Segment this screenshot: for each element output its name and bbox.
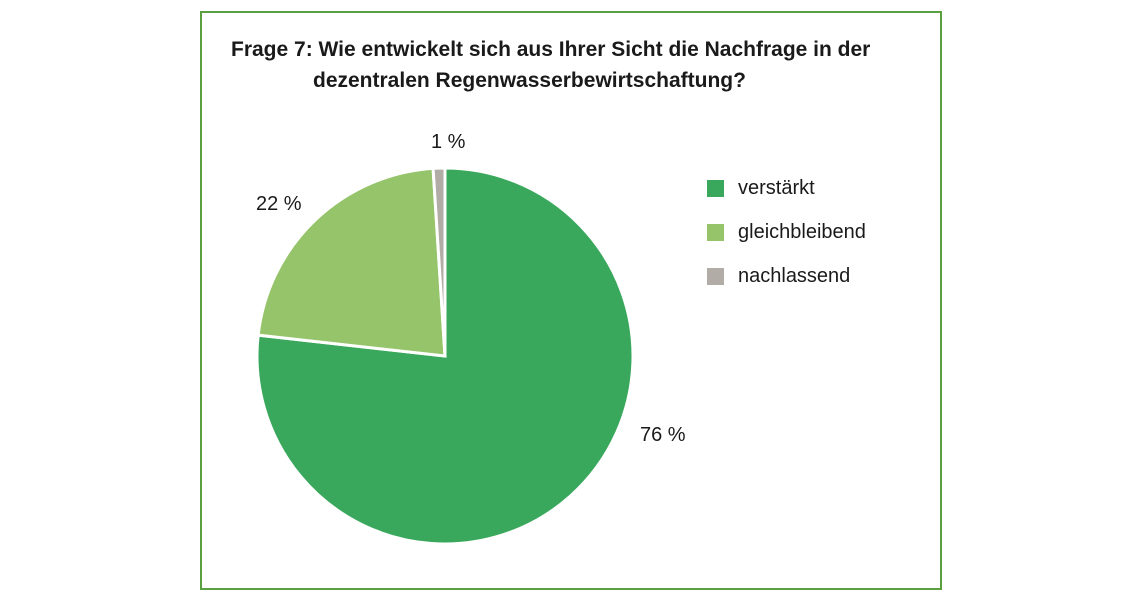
slice-label-gleichbleibend: 22 % (256, 193, 302, 215)
chart-title-line-2: dezentralen Regenwasserbewirtschaftung? (313, 69, 746, 92)
pie-slice-nachlassend (431, 166, 447, 357)
legend-label-gleichbleibend: gleichbleibend (738, 220, 866, 243)
slice-label-nachlassend: 1 % (431, 131, 466, 153)
slice-label-verstaerkt: 76 % (640, 424, 686, 446)
legend-label-verstaerkt: verstärkt (738, 176, 815, 199)
legend-swatch-nachlassend (707, 267, 724, 285)
chart-frame (200, 11, 942, 590)
legend-label-nachlassend: nachlassend (738, 264, 851, 287)
legend-swatch-gleichbleibend (707, 223, 724, 241)
chart-title-line-1: Frage 7: Wie entwickelt sich aus Ihrer S… (231, 38, 871, 61)
legend-item-gleichbleibend: gleichbleibend (707, 220, 866, 244)
pie-slice-gleichbleibend (256, 166, 447, 358)
legend-item-nachlassend: nachlassend (707, 264, 850, 288)
legend-item-verstaerkt: verstärkt (707, 176, 815, 200)
legend-swatch-verstaerkt (707, 179, 724, 197)
